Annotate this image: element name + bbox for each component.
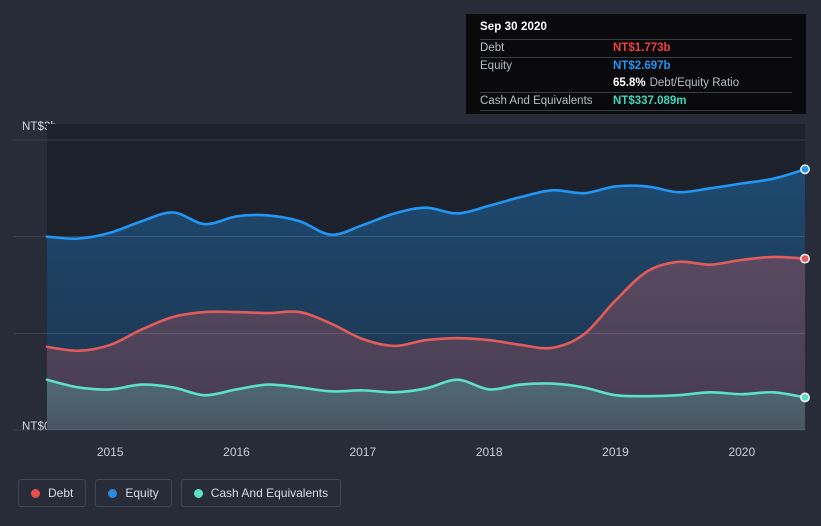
chart-legend: Debt Equity Cash And Equivalents	[18, 479, 342, 507]
equity-end-marker	[800, 164, 810, 175]
legend-dot-debt	[31, 488, 40, 498]
tooltip-date-title: Sep 30 2020	[480, 21, 547, 33]
legend-label: Debt	[48, 486, 74, 500]
legend-label: Cash And Equivalents	[210, 486, 329, 500]
cash-line	[45, 378, 807, 399]
legend-dot-equity	[108, 488, 118, 498]
tooltip-row-cash: Cash And Equivalents NT$337.089m	[480, 92, 792, 111]
x-axis-tick-2018: 2018	[475, 445, 503, 459]
legend-dot-cash	[193, 488, 203, 498]
legend-label: Equity	[125, 486, 159, 500]
x-axis-tick-2016: 2016	[223, 445, 250, 459]
debt-area-fill	[47, 256, 805, 430]
x-axis-tick-2020: 2020	[728, 445, 756, 459]
tooltip-value-ratio-percent: 65.8%	[613, 77, 646, 89]
x-axis-tick-2019: 2019	[602, 445, 629, 459]
tooltip-row-equity: Equity NT$2.697b	[480, 57, 792, 75]
debt-end-marker	[800, 253, 810, 264]
debt-line	[45, 255, 807, 353]
cash-area-fill	[47, 379, 805, 430]
tooltip-value-cash: NT$337.089m	[613, 95, 687, 107]
tooltip-label-ratio-text: Debt/Equity Ratio	[649, 77, 740, 89]
data-tooltip: Sep 30 2020 Debt NT$1.773b Equity NT$2.6…	[466, 14, 806, 114]
tooltip-row-debt: Debt NT$1.773b	[480, 39, 792, 57]
tooltip-label-debt: Debt	[480, 42, 505, 54]
tooltip-label-equity: Equity	[480, 60, 512, 72]
tooltip-row-ratio: 65.8% Debt/Equity Ratio	[480, 75, 792, 92]
x-axis-tick-2017: 2017	[349, 445, 377, 459]
legend-item-debt[interactable]: Debt	[18, 479, 87, 507]
cash-end-marker	[800, 392, 810, 403]
tooltip-label-cash: Cash And Equivalents	[480, 95, 593, 107]
x-axis-tick-2015: 2015	[96, 445, 124, 459]
legend-item-equity[interactable]: Equity	[95, 479, 172, 507]
tooltip-value-equity: NT$2.697b	[613, 60, 671, 72]
tooltip-value-debt: NT$1.773b	[613, 42, 671, 54]
legend-item-cash-and-equivalents[interactable]: Cash And Equivalents	[180, 479, 342, 507]
equity-line	[45, 167, 807, 241]
